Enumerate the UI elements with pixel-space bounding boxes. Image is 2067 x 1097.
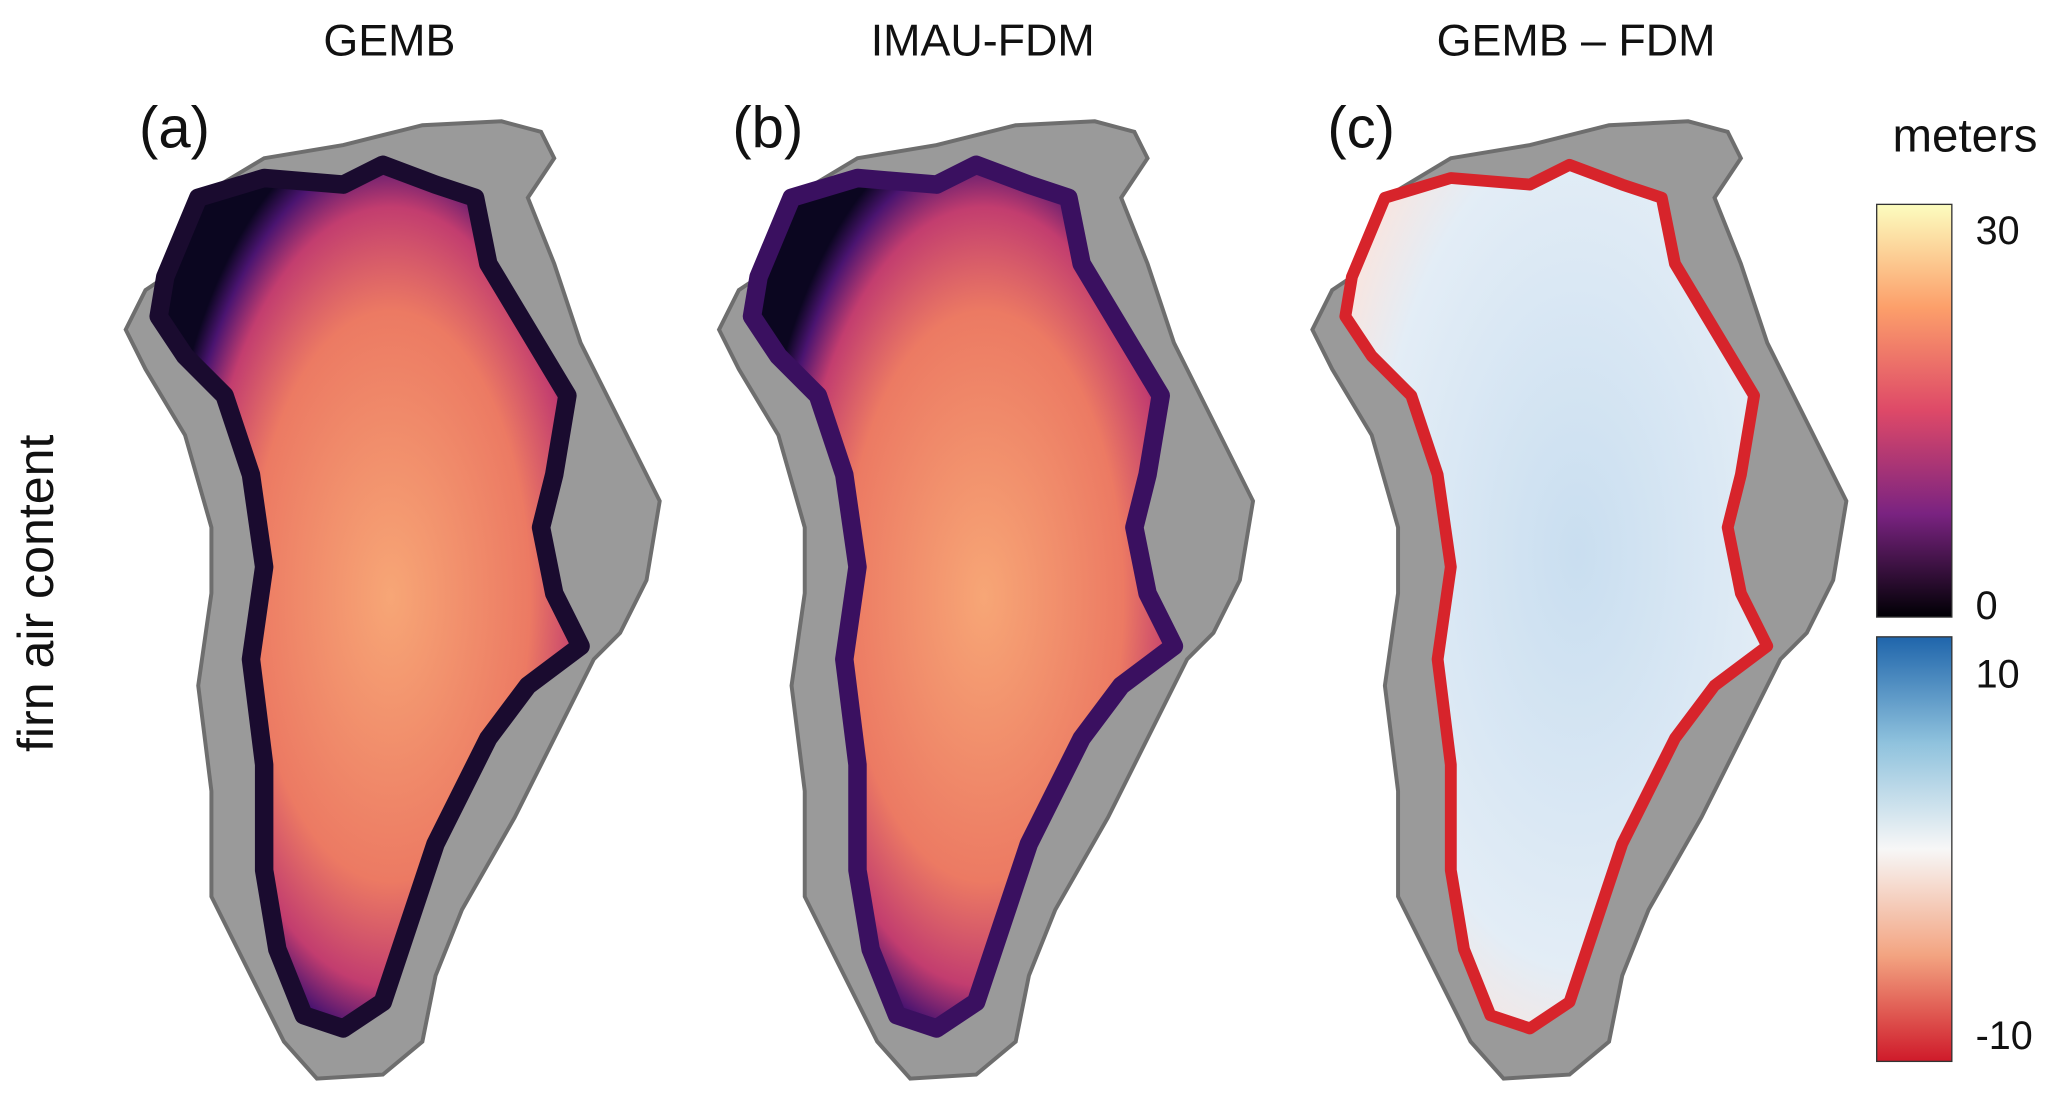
- panel-label: (b): [732, 96, 803, 161]
- colorbar-label: meters: [1893, 110, 2038, 163]
- panel-title: GEMB: [323, 15, 455, 65]
- colorbar-tick-label: 30: [1976, 209, 2020, 253]
- colorbar: [1876, 203, 1953, 618]
- colorbars: 0 30 -10 10: [1876, 203, 2033, 1063]
- colorbar-tick-label: 10: [1976, 652, 2020, 696]
- colorbar-tick-label: 0: [1976, 584, 1998, 628]
- panel-label: (a): [139, 96, 210, 161]
- map-panel: GEMB (a): [123, 15, 662, 1081]
- panels: GEMB (a) IMAU-FDM (b) GEMB – FDM (c): [123, 15, 1849, 1081]
- panel-title: GEMB – FDM: [1437, 15, 1716, 65]
- y-label: firn air content: [8, 435, 64, 752]
- map-panel: IMAU-FDM (b): [717, 15, 1256, 1081]
- map-panel: GEMB – FDM (c): [1310, 15, 1849, 1081]
- colorbar: [1876, 636, 1953, 1063]
- panel-title: IMAU-FDM: [871, 15, 1095, 65]
- colorbar-tick-label: -10: [1976, 1014, 2033, 1058]
- panel-label: (c): [1327, 96, 1395, 161]
